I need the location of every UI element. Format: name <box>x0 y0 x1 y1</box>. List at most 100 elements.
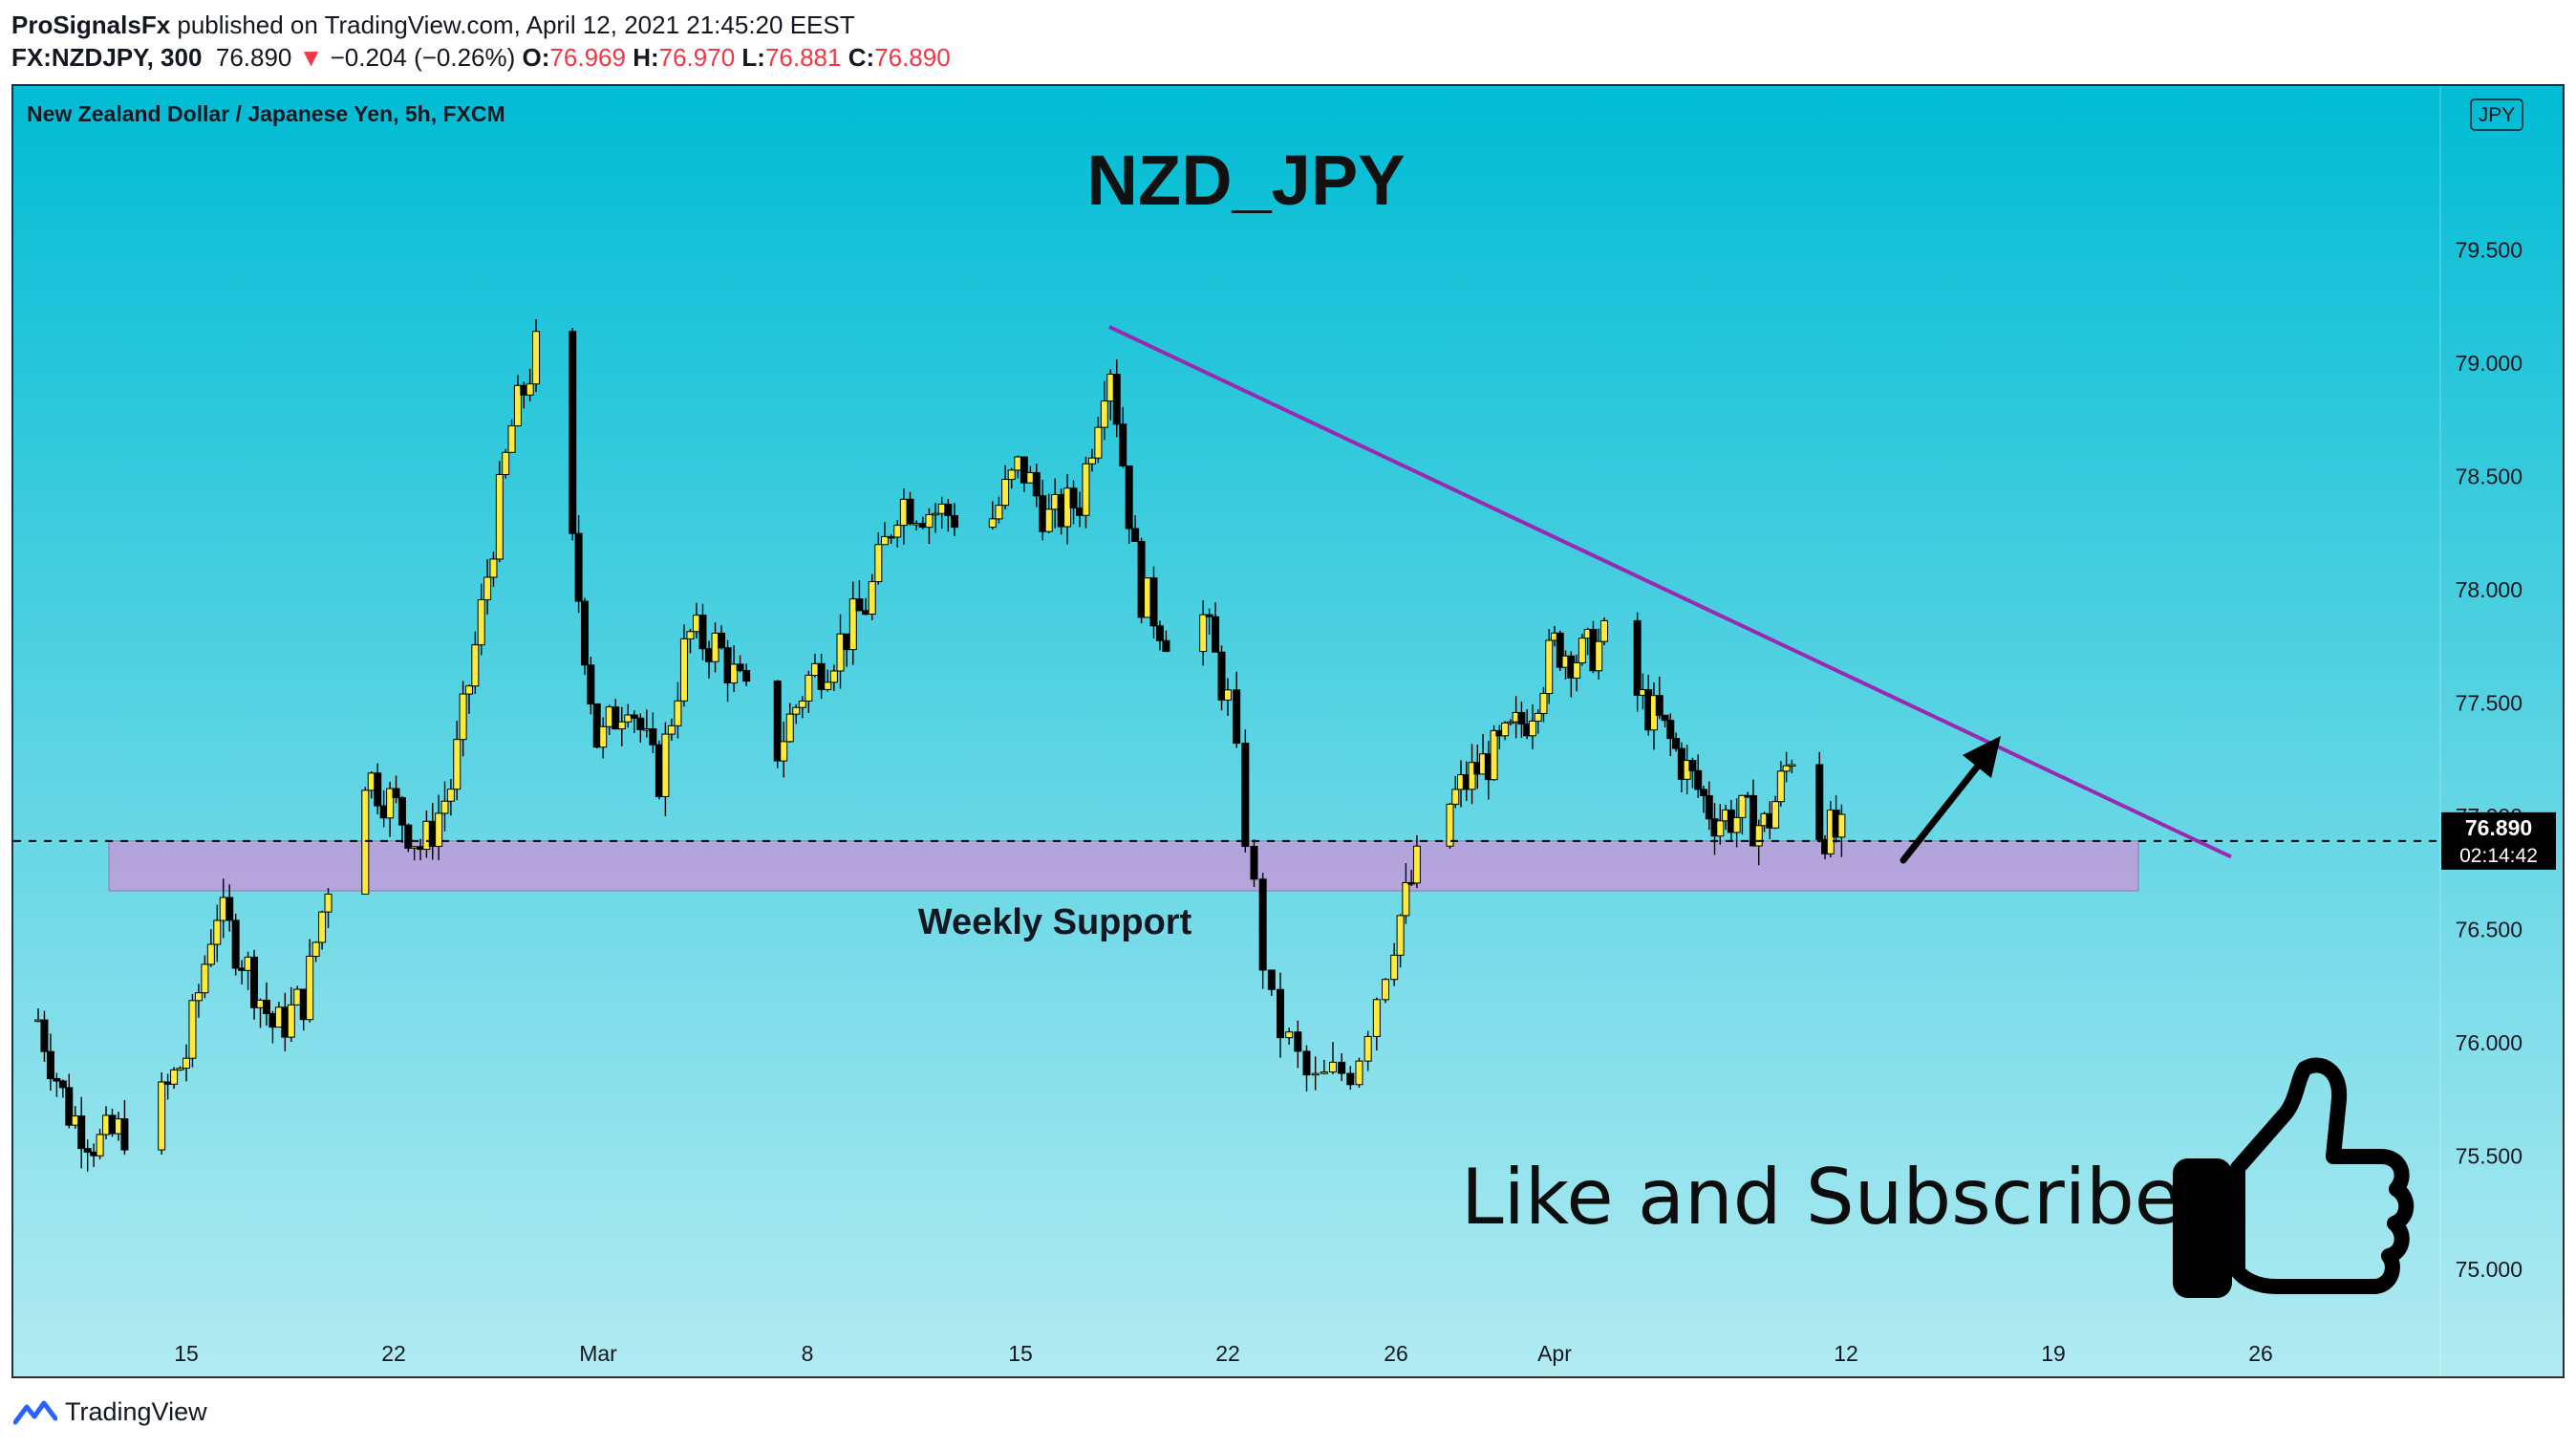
x-tick-label: 19 <box>2041 1341 2066 1366</box>
candle <box>477 583 485 656</box>
candle <box>324 888 333 929</box>
candle <box>829 664 838 692</box>
candle <box>1212 602 1220 653</box>
candle <box>836 614 845 689</box>
x-tick-label: Apr <box>1537 1341 1572 1366</box>
candle <box>674 681 682 739</box>
candle <box>483 559 492 615</box>
candle <box>736 655 744 673</box>
candle <box>1788 759 1796 774</box>
candle <box>1633 612 1642 712</box>
candle <box>649 712 657 754</box>
candle <box>1382 978 1389 1004</box>
candle <box>950 503 958 536</box>
candle <box>612 699 620 730</box>
author-name[interactable]: ProSignalsFx <box>11 11 171 39</box>
candle <box>201 955 209 999</box>
x-tick-label: 26 <box>1384 1341 1408 1366</box>
x-tick-label: 15 <box>1008 1341 1033 1366</box>
candle <box>374 763 382 814</box>
last-price-badge[interactable]: 76.890 02:14:42 <box>2441 811 2556 870</box>
footer-brand-label: TradingView <box>65 1397 207 1426</box>
support-zone-label: Weekly Support <box>918 902 1192 942</box>
candle <box>1149 566 1158 638</box>
candle <box>1396 914 1405 968</box>
candle <box>1250 839 1258 888</box>
y-tick-label: 76.500 <box>2456 917 2522 941</box>
x-tick-label: 8 <box>802 1341 814 1366</box>
chart-background <box>13 86 2563 1376</box>
candle <box>617 706 626 746</box>
candle <box>1754 819 1763 866</box>
candle <box>1277 972 1284 1058</box>
candle <box>1020 456 1028 492</box>
candle <box>944 499 953 532</box>
candle <box>77 1096 86 1169</box>
candle <box>925 508 934 545</box>
arrow-up-right-icon <box>1900 736 2001 864</box>
candle <box>785 703 794 744</box>
candle <box>805 670 813 713</box>
candle <box>1655 676 1664 720</box>
candle <box>587 657 595 715</box>
candle <box>1539 686 1548 723</box>
candle <box>1258 873 1267 989</box>
candle <box>96 1128 104 1159</box>
candle <box>1119 406 1127 468</box>
candle <box>435 794 443 860</box>
chart-frame[interactable]: 79.50079.00078.50078.00077.50077.00076.5… <box>11 84 2565 1378</box>
candle <box>1705 781 1713 831</box>
trendline[interactable] <box>1108 325 2232 859</box>
candle <box>495 461 504 563</box>
candle <box>599 717 608 759</box>
candle <box>679 624 688 707</box>
candle <box>46 1033 54 1092</box>
candle <box>686 628 695 654</box>
symbol-label: FX:NZDJPY, 300 <box>11 43 203 72</box>
candle <box>1155 620 1164 651</box>
low-label: L: <box>741 43 765 72</box>
candle <box>213 904 222 962</box>
candle <box>1205 608 1213 636</box>
footer-brand[interactable]: TradingView <box>13 1397 207 1427</box>
candle <box>1144 577 1152 618</box>
candle <box>1294 1020 1302 1069</box>
candle <box>592 703 601 748</box>
candle <box>1285 1027 1294 1045</box>
candle <box>773 680 782 768</box>
candle <box>262 982 270 1027</box>
candle <box>1782 751 1791 783</box>
candle <box>1545 629 1554 704</box>
candle <box>1599 616 1608 646</box>
candle <box>1402 863 1410 924</box>
candle <box>1217 645 1226 711</box>
candle <box>1661 714 1669 727</box>
currency-badge[interactable]: JPY <box>2470 98 2523 131</box>
candle <box>176 1066 184 1071</box>
last-value: 76.890 <box>215 43 292 72</box>
candle <box>206 929 215 967</box>
publish-header: ProSignalsFx published on TradingView.co… <box>11 8 855 42</box>
candle <box>194 984 203 1018</box>
candle <box>1267 969 1276 996</box>
candle <box>1094 417 1103 464</box>
candle <box>1199 600 1208 666</box>
thumbs-up-icon <box>2173 1057 2415 1298</box>
candle <box>1446 802 1454 849</box>
last-price-label: 76.890 <box>2465 815 2532 840</box>
price-chart[interactable]: 79.50079.00078.50078.00077.50077.00076.5… <box>13 86 2563 1376</box>
candle <box>40 1010 49 1062</box>
high-value: 76.970 <box>658 43 736 72</box>
candle <box>1517 702 1526 738</box>
candle <box>182 1044 190 1082</box>
candle <box>231 913 240 976</box>
support-zone[interactable] <box>108 840 2139 892</box>
candle <box>1694 754 1703 798</box>
y-tick-label: 79.500 <box>2456 237 2522 262</box>
x-tick-label: Mar <box>579 1341 617 1366</box>
candle <box>507 419 516 453</box>
candle <box>311 941 320 962</box>
candle <box>1468 744 1476 805</box>
candle <box>1302 1045 1311 1092</box>
candle <box>718 625 726 650</box>
